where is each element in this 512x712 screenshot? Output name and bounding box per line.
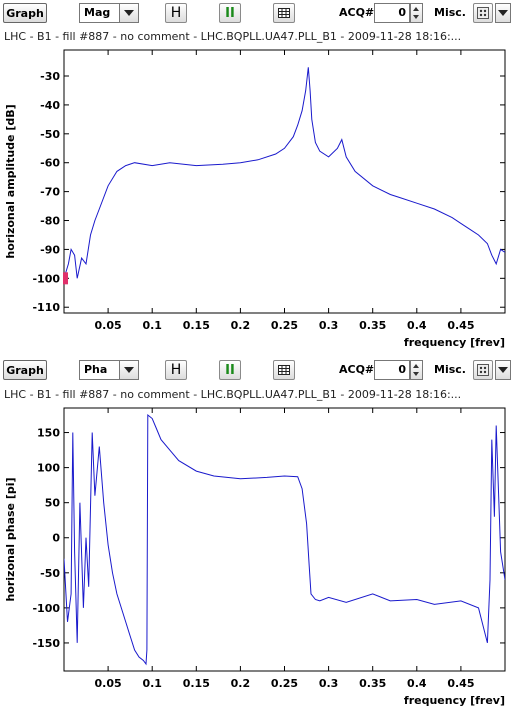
spin-down-icon[interactable] [413, 15, 419, 19]
pause-button[interactable]: II [219, 360, 241, 380]
plot-frame [63, 49, 506, 314]
cursor-marker [63, 272, 68, 285]
y-tick-label: 150 [37, 427, 60, 440]
spin-up-icon[interactable] [413, 7, 419, 11]
y-tick-label: -60 [40, 157, 60, 170]
x-tick-label: 0.15 [183, 319, 210, 332]
misc-button[interactable] [473, 3, 493, 23]
misc-dropdown[interactable] [495, 360, 511, 380]
x-tick-label: 0.25 [271, 319, 298, 332]
amplitude-plot[interactable]: 0.05 0.1 0.15 0.2 0.25 0.3 0.35 0.4 0.45 -30 -40 -5… [0, 48, 512, 354]
acq-label: ACQ# [339, 6, 375, 19]
y-tick-label: -70 [40, 186, 60, 199]
y-tick-label: -40 [40, 99, 60, 112]
phase-plot[interactable]: 0.05 0.1 0.15 0.2 0.25 0.3 0.35 0.4 0.45 150 100 50… [0, 406, 512, 712]
plot-frame [63, 407, 506, 672]
info-line: LHC - B1 - fill #887 - no comment - LHC.… [4, 30, 462, 43]
y-tick-label: -30 [40, 70, 60, 83]
x-tick-label: 0.05 [95, 677, 122, 690]
mode-value: Mag [84, 6, 111, 19]
chevron-down-icon[interactable] [119, 361, 138, 379]
y-tick-label: -110 [32, 301, 60, 314]
series-line [64, 413, 505, 666]
misc-button[interactable] [473, 360, 493, 380]
y-tick-label: 0 [52, 532, 60, 545]
acq-input[interactable]: 0 [374, 360, 410, 380]
spin-down-icon[interactable] [413, 372, 419, 376]
grid-icon [278, 365, 290, 375]
x-tick-label: 0.3 [319, 319, 339, 332]
misc-label: Misc. [434, 6, 466, 19]
mode-select[interactable]: Pha [79, 360, 139, 380]
x-tick-label: 0.2 [231, 319, 251, 332]
grid-icon [278, 8, 290, 18]
h-button[interactable]: H [165, 360, 187, 380]
y-axis-label: horizonal amplitude [dB] [4, 104, 17, 258]
series-line [64, 67, 505, 279]
toolbar-phase: Graph Pha H II ACQ# 0 Misc. [0, 357, 512, 383]
toolbar-amplitude: Graph Mag H II ACQ# 0 Misc. [0, 0, 512, 26]
acq-label: ACQ# [339, 363, 375, 376]
graph-button[interactable]: Graph [3, 360, 47, 380]
y-tick-label: -90 [40, 243, 60, 256]
x-axis-label: frequency [frev] [404, 336, 505, 349]
mode-value: Pha [84, 363, 108, 376]
x-tick-label: 0.05 [95, 319, 122, 332]
grid-button[interactable] [273, 3, 295, 23]
graph-button[interactable]: Graph [3, 3, 47, 23]
x-tick-label: 0.3 [319, 677, 339, 690]
y-tick-label: -80 [40, 215, 60, 228]
chevron-down-icon [498, 10, 508, 16]
x-tick-label: 0.45 [447, 677, 474, 690]
pause-button[interactable]: II [219, 3, 241, 23]
y-tick-label: -100 [32, 602, 60, 615]
acq-spinner[interactable] [410, 360, 423, 380]
misc-dropdown[interactable] [495, 3, 511, 23]
x-tick-label: 0.15 [183, 677, 210, 690]
settings-icon [477, 7, 489, 19]
x-axis-label: frequency [frev] [404, 694, 505, 707]
info-line: LHC - B1 - fill #887 - no comment - LHC.… [4, 388, 462, 401]
x-tick-label: 0.35 [359, 319, 386, 332]
y-tick-label: -50 [40, 128, 60, 141]
y-tick-label: 50 [45, 497, 61, 510]
x-tick-label: 0.4 [407, 677, 427, 690]
y-tick-label: -50 [40, 567, 60, 580]
x-tick-label: 0.1 [142, 319, 162, 332]
x-tick-label: 0.45 [447, 319, 474, 332]
chevron-down-icon[interactable] [119, 4, 138, 22]
x-tick-label: 0.4 [407, 319, 427, 332]
x-tick-label: 0.35 [359, 677, 386, 690]
grid-button[interactable] [273, 360, 295, 380]
y-tick-label: -150 [32, 637, 60, 650]
settings-icon [477, 364, 489, 376]
acq-input[interactable]: 0 [374, 3, 410, 23]
h-button[interactable]: H [165, 3, 187, 23]
misc-label: Misc. [434, 363, 466, 376]
y-tick-label: 100 [37, 462, 60, 475]
acq-spinner[interactable] [410, 3, 423, 23]
y-axis-label: horizonal phase [pi] [4, 477, 17, 601]
chevron-down-icon [498, 367, 508, 373]
mode-select[interactable]: Mag [79, 3, 139, 23]
x-tick-label: 0.1 [142, 677, 162, 690]
spin-up-icon[interactable] [413, 364, 419, 368]
y-tick-label: -100 [32, 272, 60, 285]
x-tick-label: 0.25 [271, 677, 298, 690]
x-tick-label: 0.2 [231, 677, 251, 690]
